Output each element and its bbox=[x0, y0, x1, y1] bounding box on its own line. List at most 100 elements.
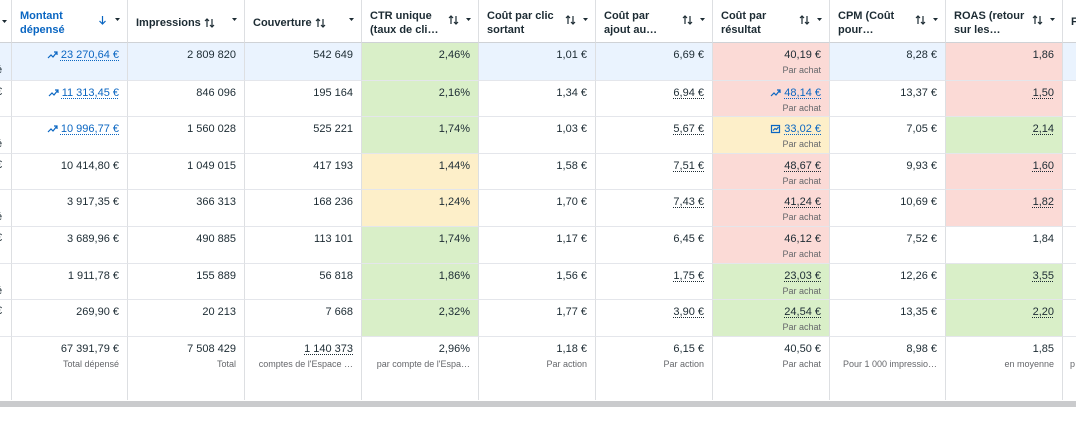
cell-value: 269,90 € bbox=[76, 306, 119, 318]
column-header[interactable]: Coût par ajout au… bbox=[596, 0, 713, 43]
header-line: Impressions bbox=[136, 16, 215, 30]
cell-value: 1,44% bbox=[439, 160, 470, 172]
table-cell: 168 236 bbox=[245, 190, 362, 227]
cell-value[interactable]: 23 270,64 € bbox=[47, 49, 119, 61]
cell-value: 490 885 bbox=[196, 233, 236, 245]
table-cell: 1,77 € bbox=[479, 300, 596, 337]
cell-value: 7,52 € bbox=[906, 233, 937, 245]
header-line: sortant bbox=[487, 23, 554, 37]
value: 46,12 € bbox=[784, 233, 821, 245]
edge-fragment: € bbox=[0, 159, 2, 171]
edge-fragment: € bbox=[0, 305, 2, 317]
cell-subtext: Par achat bbox=[782, 249, 821, 259]
value: 1 049 015 bbox=[187, 160, 236, 172]
table-cell bbox=[1063, 227, 1076, 264]
table-cell: 5,67 € bbox=[596, 117, 713, 154]
header-text: Coût par bbox=[604, 10, 650, 22]
table-cell: € bbox=[0, 81, 12, 117]
caret-icon bbox=[349, 18, 354, 21]
table-cell: 40,19 € Par achat bbox=[713, 43, 830, 81]
table-cell: 24,54 € Par achat bbox=[713, 300, 830, 337]
table-cell: 1 049 015 bbox=[128, 154, 245, 190]
table-cell: 846 096 bbox=[128, 81, 245, 117]
value: 1,17 € bbox=[556, 233, 587, 245]
caret-icon bbox=[583, 18, 588, 21]
table-cell: 1,85 en moyenne bbox=[946, 337, 1063, 400]
header-text: Couverture bbox=[253, 17, 312, 29]
value: 20 213 bbox=[202, 306, 236, 318]
table-cell: 40,50 € Par achat bbox=[713, 337, 830, 400]
table-cell bbox=[1063, 264, 1076, 300]
link-value[interactable]: 10 996,77 € bbox=[60, 123, 119, 135]
link-value[interactable]: 11 313,45 € bbox=[61, 87, 119, 99]
cell-value: 7,43 € bbox=[673, 196, 704, 208]
link-value[interactable]: 33,02 € bbox=[784, 123, 821, 135]
header-line: Coût par bbox=[604, 9, 657, 23]
cell-value: 2,46% bbox=[439, 49, 470, 61]
value: 3,90 € bbox=[673, 306, 704, 318]
value: 12,26 € bbox=[900, 270, 937, 282]
header-label: ROAS (retour sur les… bbox=[954, 9, 1024, 37]
table-cell: 1,03 € bbox=[479, 117, 596, 154]
link-value[interactable]: 48,14 € bbox=[784, 87, 821, 99]
value: 6,15 € bbox=[673, 343, 704, 355]
table-cell: 10,69 € bbox=[830, 190, 946, 227]
trend-icon bbox=[770, 89, 781, 97]
column-header[interactable]: Montant dépensé bbox=[12, 0, 128, 43]
column-header[interactable]: CTR unique (taux de cli… bbox=[362, 0, 479, 43]
table-cell: 48,67 € Par achat bbox=[713, 154, 830, 190]
table-cell bbox=[1063, 300, 1076, 337]
table-cell: 1,82 bbox=[946, 190, 1063, 227]
cell-value: 12,26 € bbox=[900, 270, 937, 282]
cell-value[interactable]: 48,14 € bbox=[770, 87, 821, 99]
scrollbar[interactable] bbox=[0, 401, 1076, 407]
cell-value: 6,45 € bbox=[673, 233, 704, 245]
cell-value: 6,15 € bbox=[673, 343, 704, 355]
header-label: Impressions bbox=[136, 16, 215, 30]
cell-value[interactable]: 10 996,77 € bbox=[47, 123, 119, 135]
header-line: sur les… bbox=[954, 23, 1024, 37]
cell-value: 1,74% bbox=[439, 233, 470, 245]
column-header[interactable]: Coût par résultat bbox=[713, 0, 830, 43]
cell-value: 542 649 bbox=[313, 49, 353, 61]
table-cell bbox=[1063, 190, 1076, 227]
header-text: sur les… bbox=[954, 24, 1001, 36]
column-header[interactable]: Impressions bbox=[128, 0, 245, 43]
edge-fragment: p bbox=[1070, 359, 1076, 369]
link-value[interactable]: 23 270,64 € bbox=[60, 49, 119, 61]
table-cell: 417 193 bbox=[245, 154, 362, 190]
table-cell: 195 164 bbox=[245, 81, 362, 117]
value: 1,70 € bbox=[556, 196, 587, 208]
sort-icon bbox=[915, 15, 926, 25]
table-cell: 6,45 € bbox=[596, 227, 713, 264]
cell-value[interactable]: 11 313,45 € bbox=[48, 87, 119, 99]
value: 41,24 € bbox=[784, 196, 821, 208]
cell-value: 1,34 € bbox=[556, 87, 587, 99]
caret-icon bbox=[817, 18, 822, 21]
value: 7,51 € bbox=[673, 160, 704, 172]
table-cell: 1,18 € Par action bbox=[479, 337, 596, 400]
value: 40,50 € bbox=[784, 343, 821, 355]
sort-icon bbox=[1032, 15, 1043, 25]
sort-icon bbox=[204, 18, 215, 28]
cell-value: 1,70 € bbox=[556, 196, 587, 208]
table-cell: 3,90 € bbox=[596, 300, 713, 337]
column-header[interactable]: ROAS (retour sur les… bbox=[946, 0, 1063, 43]
value: 3,55 bbox=[1032, 270, 1054, 282]
column-header[interactable]: Coût par clic sortant bbox=[479, 0, 596, 43]
value: 168 236 bbox=[313, 196, 353, 208]
table-cell: 113 101 bbox=[245, 227, 362, 264]
cell-value: 1,85 bbox=[1033, 343, 1054, 355]
cell-value: 155 889 bbox=[196, 270, 236, 282]
table-cell: 20 213 bbox=[128, 300, 245, 337]
cell-value[interactable]: 33,02 € bbox=[770, 123, 821, 135]
value: 1,86 bbox=[1032, 49, 1054, 61]
column-header[interactable]: CPM (Coût pour… bbox=[830, 0, 946, 43]
table-cell: 2,96% par compte de l'Espa… bbox=[362, 337, 479, 400]
cell-value: 366 313 bbox=[196, 196, 236, 208]
value: 2,16% bbox=[438, 87, 470, 99]
table-cell: 6,69 € bbox=[596, 43, 713, 81]
column-header[interactable]: Couverture bbox=[245, 0, 362, 43]
cell-value: 8,98 € bbox=[906, 343, 937, 355]
cell-value: 7,05 € bbox=[906, 123, 937, 135]
